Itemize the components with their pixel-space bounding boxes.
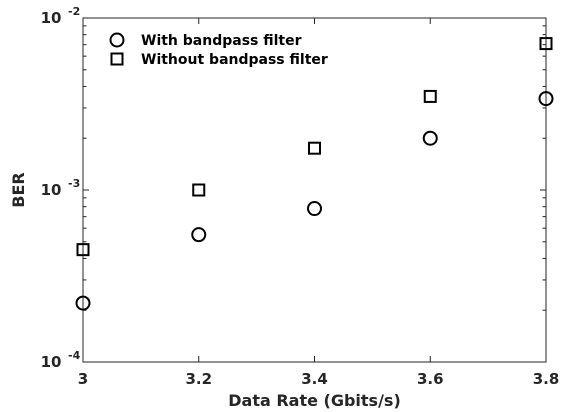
square-marker — [423, 89, 437, 103]
x-tick-label: 3.2 — [185, 370, 212, 388]
y-tick-label: 10 — [41, 353, 62, 371]
x-tick-label: 3.6 — [417, 370, 444, 388]
circle-marker — [191, 227, 207, 243]
circle-marker — [422, 130, 438, 146]
square-marker — [192, 183, 206, 197]
circle-marker — [307, 201, 322, 217]
data-markers — [75, 37, 554, 311]
y-tick-exponent: -3 — [68, 177, 80, 190]
legend-circle-icon — [109, 32, 125, 48]
legend-label: With bandpass filter — [141, 33, 302, 49]
square-marker — [539, 37, 553, 51]
y-tick-exponent: -4 — [68, 349, 81, 362]
x-tick-label: 3.4 — [301, 370, 328, 388]
x-tick-label: 3.8 — [533, 370, 560, 388]
plot-border — [82, 17, 547, 363]
x-axis-ticks: 3 3.2 3.4 3.6 3.8 — [78, 18, 560, 388]
y-tick-exponent: -2 — [68, 5, 80, 18]
legend: With bandpass filter Without bandpass fil… — [109, 32, 328, 68]
legend-square-icon — [110, 52, 124, 66]
y-axis-label: BER — [9, 172, 28, 207]
circle-marker — [538, 91, 554, 107]
legend-label: Without bandpass filter — [141, 52, 328, 68]
square-marker — [76, 243, 90, 257]
y-tick-label: 10 — [41, 181, 62, 199]
circle-marker — [75, 295, 91, 311]
x-tick-label: 3 — [78, 370, 88, 388]
plot-area — [82, 17, 547, 363]
square-marker — [308, 141, 321, 155]
y-tick-label: 10 — [41, 9, 62, 27]
x-axis-label: Data Rate (Gbits/s) — [228, 391, 401, 410]
y-axis-ticks: 10 -2 10 -3 10 -4 — [41, 5, 546, 371]
